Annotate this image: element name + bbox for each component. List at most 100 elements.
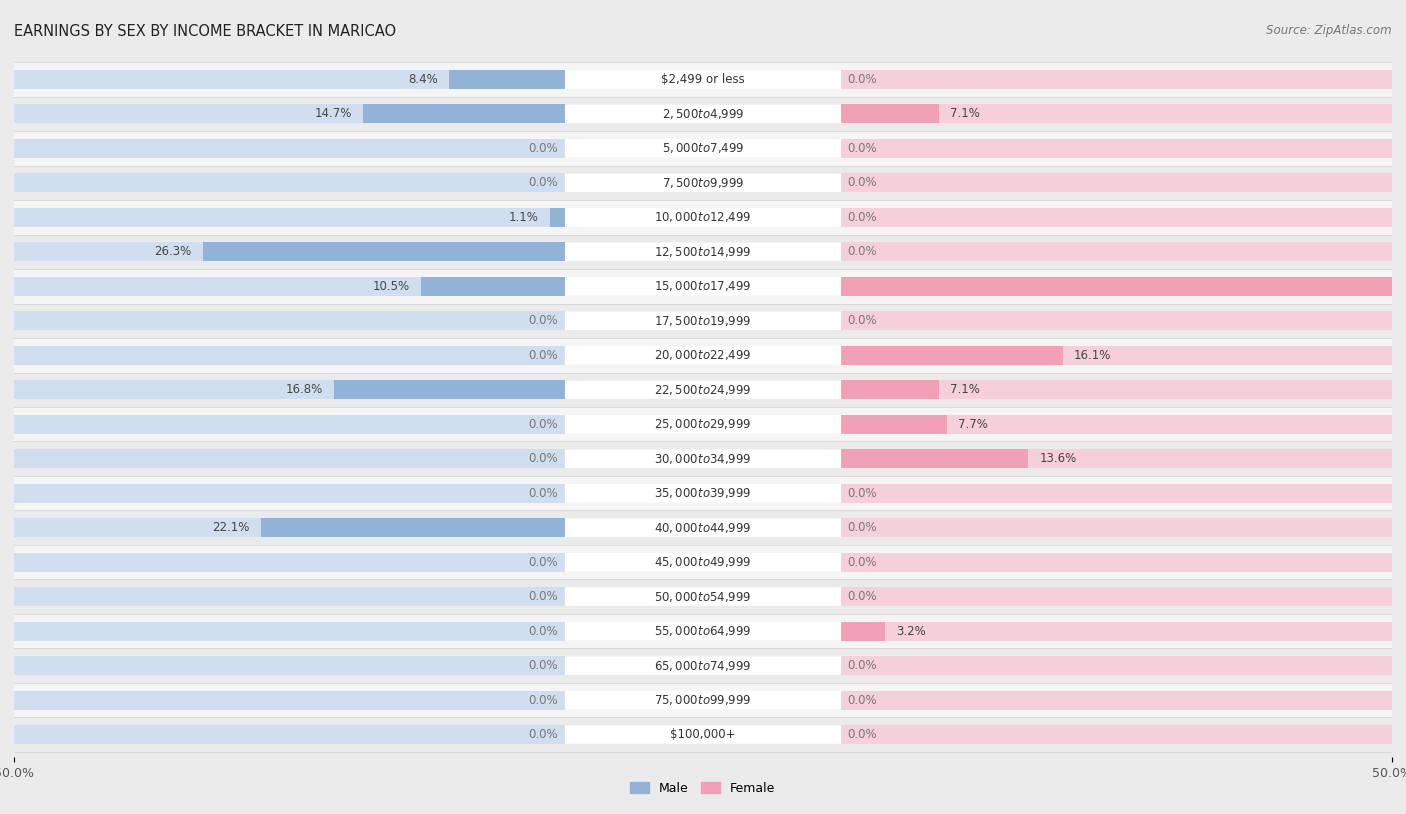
- Bar: [841, 415, 946, 434]
- Text: 0.0%: 0.0%: [529, 453, 558, 466]
- Text: 0.0%: 0.0%: [529, 418, 558, 431]
- Text: $40,000 to $44,999: $40,000 to $44,999: [654, 521, 752, 535]
- Text: $17,500 to $19,999: $17,500 to $19,999: [654, 313, 752, 328]
- Text: EARNINGS BY SEX BY INCOME BRACKET IN MARICAO: EARNINGS BY SEX BY INCOME BRACKET IN MAR…: [14, 24, 396, 39]
- Text: $65,000 to $74,999: $65,000 to $74,999: [654, 659, 752, 672]
- Text: 8.4%: 8.4%: [409, 73, 439, 86]
- Bar: [841, 311, 1392, 330]
- Text: $22,500 to $24,999: $22,500 to $24,999: [654, 383, 752, 396]
- Text: $12,500 to $14,999: $12,500 to $14,999: [654, 245, 752, 259]
- Bar: [14, 200, 1392, 234]
- Bar: [14, 373, 1392, 407]
- Bar: [550, 208, 565, 227]
- Bar: [14, 587, 565, 606]
- Bar: [14, 277, 565, 295]
- FancyBboxPatch shape: [565, 173, 841, 192]
- Bar: [420, 277, 565, 295]
- Bar: [14, 62, 1392, 97]
- Text: 0.0%: 0.0%: [529, 142, 558, 155]
- Bar: [14, 683, 1392, 717]
- Bar: [14, 519, 565, 537]
- Text: 7.1%: 7.1%: [949, 383, 980, 396]
- Legend: Male, Female: Male, Female: [626, 777, 780, 800]
- Text: 0.0%: 0.0%: [529, 728, 558, 741]
- Bar: [841, 208, 1392, 227]
- Bar: [14, 690, 565, 710]
- Bar: [14, 476, 1392, 510]
- Text: 0.0%: 0.0%: [529, 590, 558, 603]
- Bar: [14, 70, 565, 89]
- Bar: [14, 234, 1392, 269]
- Text: $7,500 to $9,999: $7,500 to $9,999: [662, 176, 744, 190]
- Text: 0.0%: 0.0%: [529, 487, 558, 500]
- Bar: [14, 173, 565, 192]
- Text: $2,499 or less: $2,499 or less: [661, 73, 745, 86]
- Bar: [14, 346, 565, 365]
- Bar: [14, 545, 1392, 580]
- Text: 0.0%: 0.0%: [529, 694, 558, 707]
- Text: 0.0%: 0.0%: [848, 314, 877, 327]
- Bar: [841, 70, 1392, 89]
- Bar: [841, 656, 1392, 675]
- Bar: [14, 269, 1392, 304]
- FancyBboxPatch shape: [565, 139, 841, 158]
- Bar: [841, 380, 1392, 399]
- Bar: [841, 380, 939, 399]
- Text: 0.0%: 0.0%: [529, 177, 558, 190]
- Bar: [841, 346, 1063, 365]
- Text: $20,000 to $22,499: $20,000 to $22,499: [654, 348, 752, 362]
- Bar: [841, 587, 1392, 606]
- Text: 0.0%: 0.0%: [848, 142, 877, 155]
- Bar: [14, 311, 565, 330]
- Text: 7.7%: 7.7%: [957, 418, 988, 431]
- Text: 3.2%: 3.2%: [896, 624, 925, 637]
- Text: 0.0%: 0.0%: [529, 556, 558, 569]
- Bar: [14, 304, 1392, 338]
- FancyBboxPatch shape: [565, 380, 841, 399]
- FancyBboxPatch shape: [565, 588, 841, 606]
- FancyBboxPatch shape: [565, 346, 841, 365]
- FancyBboxPatch shape: [565, 277, 841, 295]
- Bar: [841, 243, 1392, 261]
- Bar: [14, 656, 565, 675]
- Bar: [841, 690, 1392, 710]
- Bar: [841, 415, 1392, 434]
- Bar: [14, 131, 1392, 165]
- Text: $15,000 to $17,499: $15,000 to $17,499: [654, 279, 752, 293]
- Bar: [14, 165, 1392, 200]
- Bar: [14, 139, 565, 158]
- Bar: [14, 725, 565, 744]
- FancyBboxPatch shape: [565, 449, 841, 468]
- Bar: [14, 380, 565, 399]
- Text: 0.0%: 0.0%: [848, 73, 877, 86]
- Bar: [14, 243, 565, 261]
- Text: $30,000 to $34,999: $30,000 to $34,999: [654, 452, 752, 466]
- Bar: [14, 510, 1392, 545]
- Bar: [14, 208, 565, 227]
- FancyBboxPatch shape: [565, 725, 841, 744]
- Bar: [841, 553, 1392, 571]
- Bar: [14, 614, 1392, 649]
- Text: $55,000 to $64,999: $55,000 to $64,999: [654, 624, 752, 638]
- Text: 0.0%: 0.0%: [848, 590, 877, 603]
- Text: 10.5%: 10.5%: [373, 280, 409, 293]
- Text: 0.0%: 0.0%: [529, 348, 558, 361]
- Bar: [14, 553, 565, 571]
- FancyBboxPatch shape: [565, 656, 841, 675]
- Bar: [841, 139, 1392, 158]
- Bar: [841, 725, 1392, 744]
- Bar: [14, 649, 1392, 683]
- FancyBboxPatch shape: [565, 243, 841, 261]
- Text: $100,000+: $100,000+: [671, 728, 735, 741]
- FancyBboxPatch shape: [565, 553, 841, 571]
- Text: 0.0%: 0.0%: [848, 211, 877, 224]
- Text: $35,000 to $39,999: $35,000 to $39,999: [654, 486, 752, 501]
- Text: 0.0%: 0.0%: [848, 728, 877, 741]
- FancyBboxPatch shape: [565, 484, 841, 502]
- Bar: [14, 104, 565, 124]
- FancyBboxPatch shape: [565, 105, 841, 123]
- Bar: [14, 622, 565, 641]
- Text: 1.1%: 1.1%: [509, 211, 538, 224]
- Bar: [841, 622, 1392, 641]
- Text: Source: ZipAtlas.com: Source: ZipAtlas.com: [1267, 24, 1392, 37]
